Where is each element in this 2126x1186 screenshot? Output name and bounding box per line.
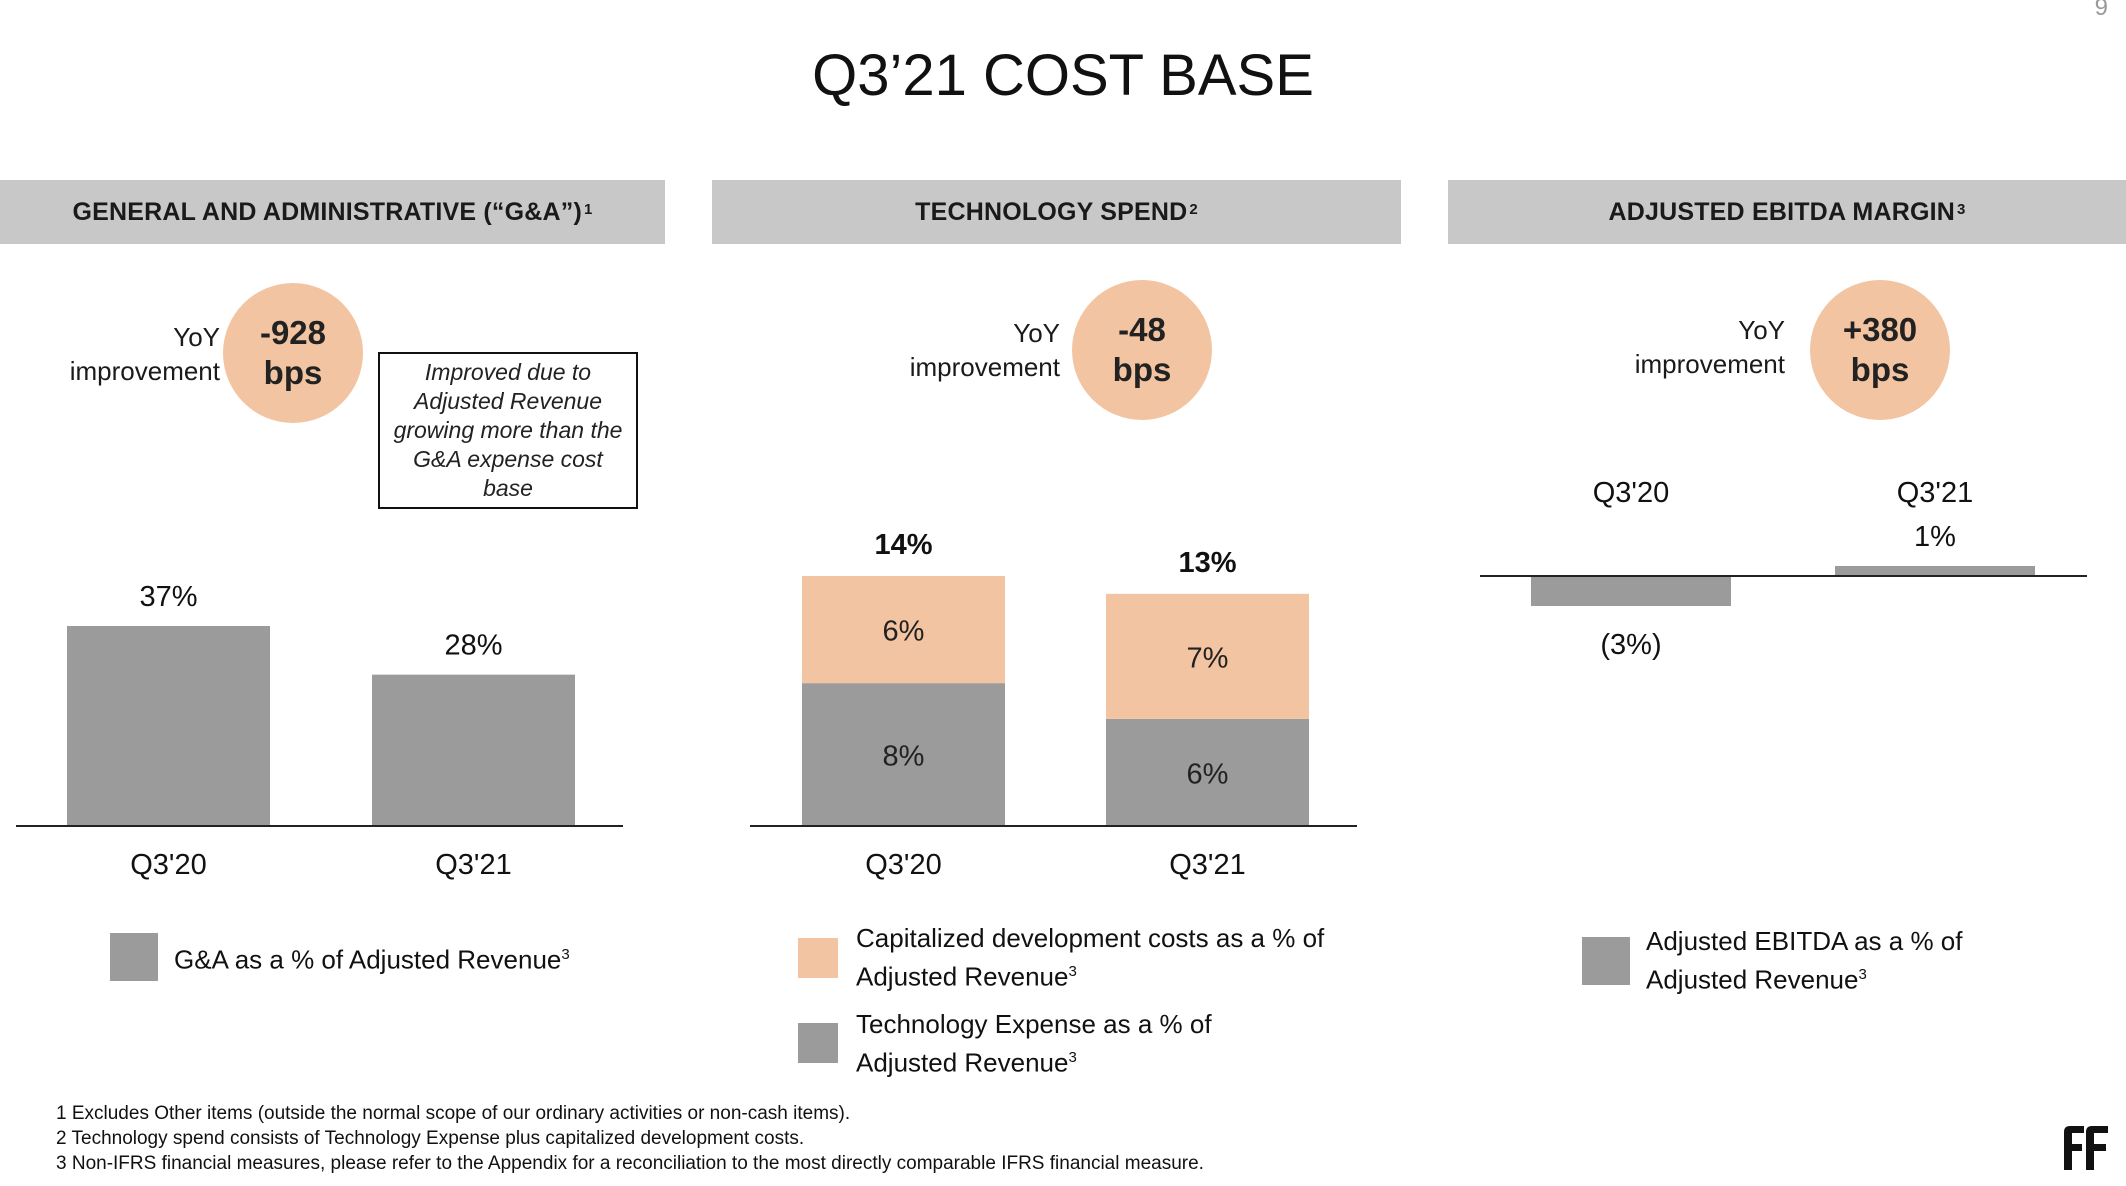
page-number: 9 bbox=[2094, 0, 2108, 21]
tech-header-footnote: 2 bbox=[1189, 200, 1198, 218]
tech-yoy-line2: improvement bbox=[909, 352, 1060, 382]
tech-legend-label-techexp: Technology Expense as a % of Adjusted Re… bbox=[856, 1008, 1212, 1078]
ga-bar-value-label-0: 37% bbox=[139, 581, 197, 613]
tech-legend-item-capdev: Capitalized development costs as a % of … bbox=[798, 922, 1324, 994]
tech-chart: 8% 6% 14% Q3'20 6% 7% 13% Q3'21 bbox=[750, 529, 1357, 881]
footnote-2: 2 Technology spend consists of Technolog… bbox=[56, 1128, 805, 1149]
ga-legend-swatch bbox=[110, 933, 158, 981]
tech-segment-label-0-0: 8% bbox=[883, 741, 925, 773]
ebitda-legend: Adjusted EBITDA as a % of Adjusted Reven… bbox=[1582, 925, 1963, 997]
tech-panel-header: TECHNOLOGY SPEND 2 bbox=[712, 180, 1401, 244]
tech-legend-swatch-techexp bbox=[798, 1023, 838, 1064]
tech-header-text: TECHNOLOGY SPEND bbox=[915, 197, 1188, 226]
ga-yoy-bubble: -928 bps bbox=[223, 283, 363, 423]
footnote-3: 3 Non-IFRS financial measures, please re… bbox=[56, 1153, 1204, 1174]
tech-total-label-1: 13% bbox=[1178, 547, 1236, 579]
tech-bar-1-segment-0 bbox=[1106, 718, 1309, 826]
ga-yoy-label: YoY improvement bbox=[0, 320, 220, 388]
tech-category-label-1: Q3'21 bbox=[1169, 849, 1245, 881]
ga-chart: 37% Q3'20 28% Q3'21 bbox=[16, 581, 623, 881]
ga-legend: G&A as a % of Adjusted Revenue3 bbox=[110, 933, 570, 981]
ebitda-bar-0 bbox=[1531, 576, 1731, 606]
ebitda-bar-1 bbox=[1835, 566, 2035, 576]
tech-bar-0-segment-0 bbox=[802, 683, 1005, 826]
ga-header-footnote: 1 bbox=[584, 200, 593, 218]
ga-category-label-0: Q3'20 bbox=[130, 849, 206, 881]
tech-category-label-0: Q3'20 bbox=[865, 849, 941, 881]
ga-bubble-value: -928 bbox=[259, 314, 327, 351]
ga-header-text: GENERAL AND ADMINISTRATIVE (“G&A”) bbox=[72, 197, 583, 226]
tech-yoy-bubble: -48 bps bbox=[1072, 280, 1212, 420]
ebitda-bubble-value: +380 bbox=[1842, 311, 1918, 348]
ebitda-panel-header: ADJUSTED EBITDA MARGIN 3 bbox=[1448, 180, 2126, 244]
ga-note-box: Improved due to Adjusted Revenue growing… bbox=[378, 352, 638, 509]
ga-bar-1 bbox=[372, 674, 575, 826]
ebitda-yoy-bubble: +380 bps bbox=[1810, 280, 1950, 420]
ebitda-legend-swatch bbox=[1582, 936, 1630, 985]
ga-category-label-1: Q3'21 bbox=[435, 849, 511, 881]
ebitda-category-label-1: Q3'21 bbox=[1897, 477, 1973, 509]
ga-panel-header: GENERAL AND ADMINISTRATIVE (“G&A”) 1 bbox=[0, 180, 665, 244]
footnote-1: 1 Excludes Other items (outside the norm… bbox=[56, 1103, 851, 1124]
tech-segment-label-1-0: 6% bbox=[1187, 758, 1229, 790]
tech-legend-swatch-capdev bbox=[798, 937, 838, 978]
tech-total-label-0: 14% bbox=[874, 529, 932, 561]
tech-bar-0-segment-1 bbox=[802, 576, 1005, 684]
ga-bar-value-label-1: 28% bbox=[444, 630, 502, 662]
tech-yoy-label: YoY improvement bbox=[840, 316, 1060, 384]
tech-bar-1-segment-1 bbox=[1106, 593, 1309, 719]
ebitda-yoy-line1: YoY bbox=[1738, 315, 1785, 345]
ebitda-bar-value-label-1: 1% bbox=[1914, 521, 1956, 553]
tech-yoy-line1: YoY bbox=[1013, 318, 1060, 348]
tech-legend-label-capdev: Capitalized development costs as a % of … bbox=[856, 923, 1325, 992]
ebitda-header-text: ADJUSTED EBITDA MARGIN bbox=[1608, 197, 1955, 226]
ebitda-category-label-0: Q3'20 bbox=[1593, 477, 1669, 509]
ga-legend-label: G&A as a % of Adjusted Revenue3 bbox=[174, 944, 570, 975]
tech-legend-item-techexp: Technology Expense as a % of Adjusted Re… bbox=[798, 1008, 1324, 1080]
ebitda-header-footnote: 3 bbox=[1957, 200, 1966, 218]
ebitda-bubble-unit: bps bbox=[1850, 351, 1910, 388]
ebitda-chart: Q3'20 (3%) Q3'21 1% bbox=[1480, 477, 2087, 661]
tech-bubble-value: -48 bbox=[1118, 311, 1166, 348]
ebitda-yoy-line2: improvement bbox=[1634, 349, 1785, 379]
ga-yoy-line1: YoY bbox=[173, 322, 220, 352]
tech-segment-label-1-1: 7% bbox=[1187, 642, 1229, 674]
page-title: Q3’21 COST BASE bbox=[812, 43, 1314, 108]
ebitda-bar-value-label-0: (3%) bbox=[1600, 629, 1661, 661]
tech-segment-label-0-1: 6% bbox=[883, 616, 925, 648]
ga-bubble-unit: bps bbox=[263, 354, 323, 391]
ff-logo: FF bbox=[2064, 1126, 2108, 1170]
ebitda-legend-label: Adjusted EBITDA as a % of Adjusted Reven… bbox=[1646, 926, 1963, 995]
tech-legend: Capitalized development costs as a % of … bbox=[798, 922, 1324, 1079]
ga-bar-0 bbox=[67, 626, 270, 826]
ga-yoy-line2: improvement bbox=[69, 356, 220, 386]
ebitda-yoy-label: YoY improvement bbox=[1565, 313, 1785, 381]
tech-bubble-unit: bps bbox=[1112, 351, 1172, 388]
